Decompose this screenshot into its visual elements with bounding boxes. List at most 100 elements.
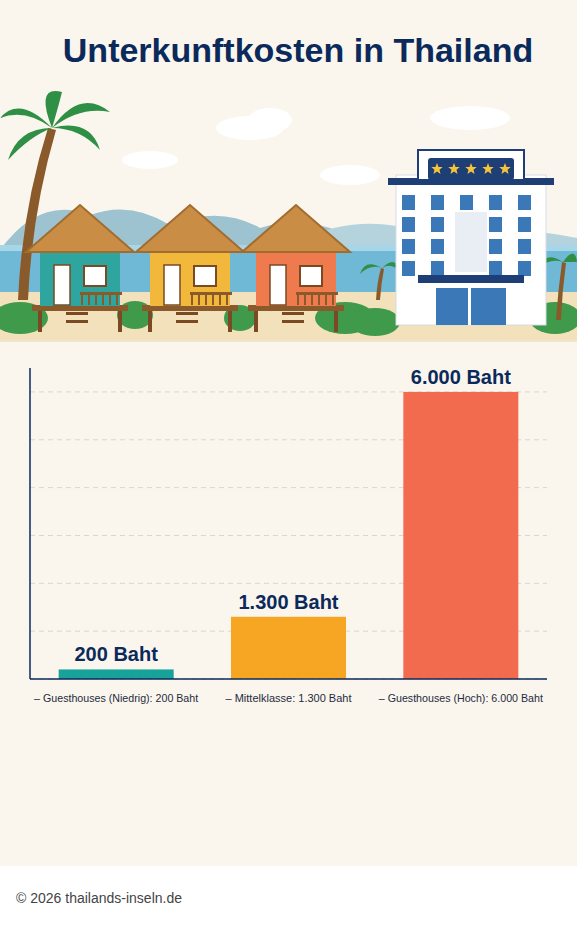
footer-band (0, 866, 577, 926)
hotel (388, 150, 554, 325)
hut (242, 205, 350, 332)
hut-rail (81, 292, 83, 305)
hut-body (256, 250, 336, 306)
background (0, 0, 577, 926)
cloud (320, 165, 380, 185)
illustration (0, 91, 577, 342)
data-label: 6.000 Baht (411, 366, 511, 388)
hut-rail (190, 292, 232, 295)
hut-step (176, 320, 198, 323)
hotel-window (431, 217, 444, 232)
chart-root: Unterkunftkosten in Thailand 200 Baht 1.30… (0, 0, 577, 926)
hut-rail (297, 292, 299, 305)
hut-stilt (334, 308, 338, 332)
hut-rail (102, 292, 104, 305)
hut-rail (95, 292, 97, 305)
data-label: 1.300 Baht (238, 591, 338, 613)
hotel-window (489, 239, 502, 254)
hotel-top (418, 150, 524, 180)
bar (403, 392, 518, 679)
hut-window (84, 266, 106, 286)
hut-rail (332, 292, 334, 305)
hotel-entrance (436, 288, 506, 325)
hut-rail (311, 292, 313, 305)
bar (231, 617, 346, 679)
hut-rail (198, 292, 200, 305)
palm-leaf (52, 103, 110, 128)
hotel-star (482, 163, 493, 174)
hotel-window (518, 195, 531, 210)
hut-door (54, 265, 70, 305)
hut-stilt (228, 308, 232, 332)
hotel-star (448, 163, 459, 174)
hut-rail (116, 292, 118, 305)
palm-leaf (360, 262, 400, 274)
hut-rail (219, 292, 221, 305)
hotel-sign (428, 158, 514, 180)
hut-body (40, 250, 120, 306)
palm-trunk (376, 268, 384, 300)
hotel-window (489, 195, 502, 210)
hotel-star (431, 163, 442, 174)
hotel-window (402, 217, 415, 232)
y-axis (29, 368, 31, 679)
category-label: – Guesthouses (Hoch): 6.000 Baht (379, 692, 543, 704)
hut (136, 205, 244, 332)
hotel-star (465, 163, 476, 174)
hotel-window (518, 261, 531, 276)
hut-stilt (254, 308, 258, 332)
hut-rail (296, 292, 338, 295)
hut-stilt (148, 308, 152, 332)
hotel-window (431, 261, 444, 276)
category-label: – Guesthouses (Niedrig): 200 Baht (34, 692, 198, 704)
hut-roof (26, 205, 134, 252)
hut-rail (304, 292, 306, 305)
hotel-entrance (468, 288, 471, 325)
hut-rail (212, 292, 214, 305)
hotel-canopy (418, 275, 524, 283)
hotel-column (455, 212, 487, 272)
bars (59, 392, 519, 679)
footer-text: © 2026 thailands-inseln.de (16, 890, 182, 906)
hut-step (66, 312, 88, 315)
data-label: 200 Baht (74, 643, 158, 665)
hut-stilt (38, 308, 42, 332)
hut-rail (88, 292, 90, 305)
grid (30, 392, 547, 679)
hut-rail (226, 292, 228, 305)
hut-rail (205, 292, 207, 305)
hut (26, 205, 134, 332)
hotel-window (518, 239, 531, 254)
palm-leaf (0, 109, 52, 128)
bar (59, 669, 174, 679)
hut-body (150, 250, 230, 306)
palm-leaf (52, 126, 100, 150)
hotel-window (431, 195, 444, 210)
hotel-star (499, 163, 510, 174)
divider (0, 340, 577, 342)
hut-rail (80, 292, 122, 295)
hotel-body (396, 175, 546, 325)
hut-rail (191, 292, 193, 305)
category-label: – Mittelklasse: 1.300 Baht (226, 692, 352, 704)
hotel-window (460, 195, 473, 210)
cloud (122, 151, 178, 169)
hut-stilt (118, 308, 122, 332)
hut-window (194, 266, 216, 286)
hotel-window (489, 261, 502, 276)
hut-step (176, 312, 198, 315)
hut-rail (109, 292, 111, 305)
hotel-window (402, 261, 415, 276)
hut-roof (136, 205, 244, 252)
cloud (248, 108, 292, 132)
title: Unterkunftkosten in Thailand (63, 31, 533, 69)
hotel-window (402, 195, 415, 210)
hut-rail (318, 292, 320, 305)
bush (350, 308, 400, 336)
palm-leaf (8, 128, 52, 160)
hotel-window (431, 239, 444, 254)
hotel-window (402, 239, 415, 254)
hotel-window (489, 217, 502, 232)
grid-line (30, 679, 547, 680)
cloud (430, 106, 510, 130)
